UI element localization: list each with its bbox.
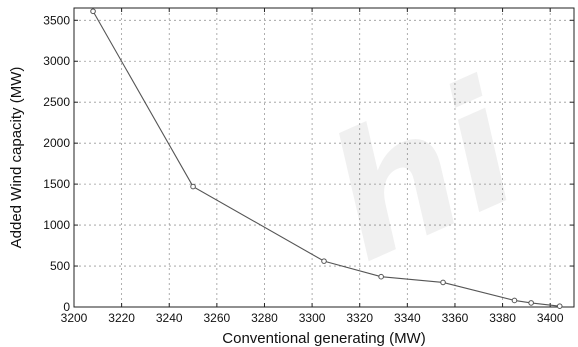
x-tick-label: 3220 xyxy=(108,311,135,325)
y-tick-label: 0 xyxy=(63,300,70,314)
data-point xyxy=(190,183,196,190)
y-tick-label: 500 xyxy=(50,259,70,273)
x-tick-label: 3340 xyxy=(394,311,421,325)
gridlines xyxy=(73,8,574,308)
y-tick-label: 1000 xyxy=(43,218,70,232)
data-point xyxy=(378,273,384,280)
data-point xyxy=(528,300,534,306)
x-tick-label: 3200 xyxy=(61,311,88,325)
series-line xyxy=(92,11,560,307)
y-axis: 0 500 1000 1500 2000 2500 3000 3500 xyxy=(43,13,574,314)
x-tick-label: 3320 xyxy=(346,311,373,325)
y-tick-label: 3500 xyxy=(43,13,70,27)
data-point xyxy=(511,297,518,304)
y-tick-label: 1500 xyxy=(43,177,70,191)
x-tick-label: 3260 xyxy=(204,311,231,325)
y-tick-label: 2500 xyxy=(43,95,70,109)
x-tick-label: 3280 xyxy=(251,311,278,325)
plot-frame xyxy=(73,7,575,308)
x-tick-label: 3240 xyxy=(156,311,183,325)
x-axis: 3200 3220 3240 3260 3280 3300 3320 3340 3360 3380… xyxy=(61,8,564,325)
series-group xyxy=(90,8,563,309)
y-axis-label: Added Wind capacity (MW) xyxy=(8,67,25,249)
x-axis-label: Conventional generating (MW) xyxy=(222,330,425,347)
data-point xyxy=(440,279,446,286)
x-tick-label: 3360 xyxy=(442,311,469,325)
y-tick-label: 2000 xyxy=(43,136,70,150)
x-tick-label: 3300 xyxy=(299,311,326,325)
x-tick-label: 3380 xyxy=(489,311,516,325)
x-tick-label: 3400 xyxy=(537,311,564,325)
data-point xyxy=(90,8,96,15)
data-point xyxy=(321,258,327,264)
data-point xyxy=(556,303,563,309)
y-tick-label: 3000 xyxy=(43,54,70,68)
